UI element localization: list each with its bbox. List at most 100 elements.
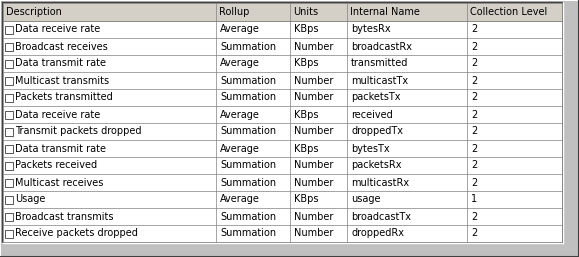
Bar (3, 55, 216, 72)
Bar (3, 123, 216, 140)
Bar (5, 127, 13, 135)
Text: 2: 2 (471, 161, 477, 170)
Bar (290, 225, 347, 242)
Bar (467, 21, 562, 38)
Bar (5, 60, 13, 68)
Bar (347, 38, 467, 55)
Bar (3, 174, 216, 191)
Bar (347, 55, 467, 72)
Bar (5, 179, 13, 187)
Bar (290, 55, 347, 72)
Text: 2: 2 (471, 178, 477, 188)
Text: 1: 1 (471, 195, 477, 205)
Bar (3, 225, 216, 242)
Bar (3, 21, 216, 38)
Bar (290, 106, 347, 123)
Bar (216, 208, 290, 225)
Text: Summation: Summation (220, 41, 276, 51)
Text: 2: 2 (471, 24, 477, 34)
Text: KBps: KBps (294, 59, 318, 69)
Bar (5, 161, 13, 170)
Text: droppedTx: droppedTx (351, 126, 403, 136)
Bar (467, 123, 562, 140)
Bar (467, 225, 562, 242)
Text: Number: Number (294, 41, 334, 51)
Bar (290, 157, 347, 174)
Bar (347, 140, 467, 157)
Bar (467, 72, 562, 89)
Text: Broadcast transmits: Broadcast transmits (15, 212, 113, 222)
Bar (5, 42, 13, 50)
Text: Summation: Summation (220, 161, 276, 170)
Text: Average: Average (220, 24, 260, 34)
Bar (290, 208, 347, 225)
Text: bytesTx: bytesTx (351, 143, 390, 153)
Bar (467, 3, 562, 21)
Text: Description: Description (6, 7, 62, 17)
Bar (216, 55, 290, 72)
Bar (3, 3, 216, 21)
Bar (5, 77, 13, 85)
Text: multicastRx: multicastRx (351, 178, 409, 188)
Text: Units: Units (293, 7, 318, 17)
Text: Usage: Usage (15, 195, 45, 205)
Bar (467, 140, 562, 157)
Bar (290, 123, 347, 140)
Text: KBps: KBps (294, 24, 318, 34)
Bar (5, 196, 13, 204)
Bar (290, 140, 347, 157)
Text: packetsTx: packetsTx (351, 93, 401, 103)
Text: Transmit packets dropped: Transmit packets dropped (15, 126, 141, 136)
Bar (216, 89, 290, 106)
Text: bytesRx: bytesRx (351, 24, 391, 34)
Bar (347, 21, 467, 38)
Bar (347, 89, 467, 106)
Bar (3, 140, 216, 157)
Bar (3, 191, 216, 208)
Bar (290, 21, 347, 38)
Text: 2: 2 (471, 212, 477, 222)
Bar (5, 94, 13, 102)
Bar (216, 174, 290, 191)
Bar (5, 144, 13, 152)
Bar (216, 3, 290, 21)
Text: Collection Level: Collection Level (470, 7, 547, 17)
Bar (216, 157, 290, 174)
Text: Summation: Summation (220, 76, 276, 86)
Text: Number: Number (294, 212, 334, 222)
Bar (347, 208, 467, 225)
Text: Summation: Summation (220, 93, 276, 103)
Bar (347, 191, 467, 208)
Bar (347, 225, 467, 242)
Text: Multicast receives: Multicast receives (15, 178, 104, 188)
Bar (347, 174, 467, 191)
Bar (347, 3, 467, 21)
Text: 2: 2 (471, 228, 477, 238)
Text: KBps: KBps (294, 195, 318, 205)
Text: 2: 2 (471, 41, 477, 51)
Text: KBps: KBps (294, 109, 318, 120)
Bar (216, 21, 290, 38)
Bar (3, 89, 216, 106)
Text: Average: Average (220, 143, 260, 153)
Bar (290, 191, 347, 208)
Bar (467, 106, 562, 123)
Text: Number: Number (294, 228, 334, 238)
Text: Average: Average (220, 195, 260, 205)
Text: Summation: Summation (220, 212, 276, 222)
Bar (216, 72, 290, 89)
Text: received: received (351, 109, 393, 120)
Bar (216, 191, 290, 208)
Text: droppedRx: droppedRx (351, 228, 404, 238)
Text: Data receive rate: Data receive rate (15, 24, 100, 34)
Bar (216, 106, 290, 123)
Bar (347, 123, 467, 140)
Bar (216, 140, 290, 157)
Text: transmitted: transmitted (351, 59, 408, 69)
Bar (5, 230, 13, 237)
Text: Packets transmitted: Packets transmitted (15, 93, 113, 103)
Bar (290, 3, 347, 21)
Text: 2: 2 (471, 109, 477, 120)
Text: 2: 2 (471, 59, 477, 69)
Bar (290, 174, 347, 191)
